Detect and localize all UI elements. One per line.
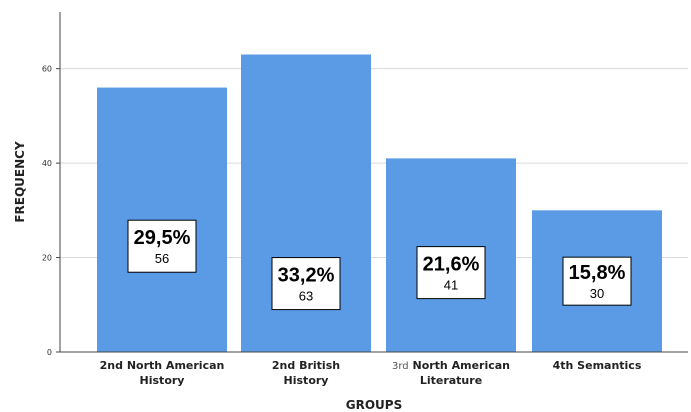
percent-label: 15,8% — [569, 262, 626, 284]
bars — [97, 54, 662, 353]
y-tick-labels: 0 20 40 60 — [42, 65, 60, 357]
x-axis-title: GROUPS — [346, 398, 402, 412]
x-category-label: History — [284, 374, 329, 387]
y-tick-label: 40 — [42, 159, 52, 168]
count-label: 63 — [299, 289, 313, 304]
data-label-box — [416, 246, 486, 300]
x-category-label: 2nd North American — [100, 359, 225, 372]
x-category-label: 4th Semantics — [553, 359, 642, 372]
x-category-label: 2nd British — [272, 359, 340, 372]
x-category-label: 3rd North American — [392, 359, 510, 372]
x-category-labels: 2nd North American History 2nd British Hist… — [100, 359, 642, 387]
data-label-box — [562, 256, 632, 306]
percent-label: 21,6% — [423, 254, 480, 276]
count-label: 30 — [590, 286, 604, 301]
data-labels: 29,5% 56 33,2% 63 21,6% 41 15,8% 30 — [127, 219, 632, 311]
data-label-box — [271, 257, 341, 311]
percent-label: 29,5% — [134, 227, 191, 249]
y-tick-label: 0 — [47, 348, 52, 357]
x-category-label: Literature — [420, 374, 482, 387]
count-label: 56 — [155, 251, 169, 266]
x-category-label: History — [140, 374, 185, 387]
percent-label: 33,2% — [278, 265, 335, 287]
y-axis-title: FREQUENCY — [13, 141, 27, 223]
y-tick-label: 20 — [42, 254, 52, 263]
y-tick-label: 60 — [42, 65, 52, 74]
data-label-box — [127, 219, 197, 273]
count-label: 41 — [444, 278, 458, 293]
